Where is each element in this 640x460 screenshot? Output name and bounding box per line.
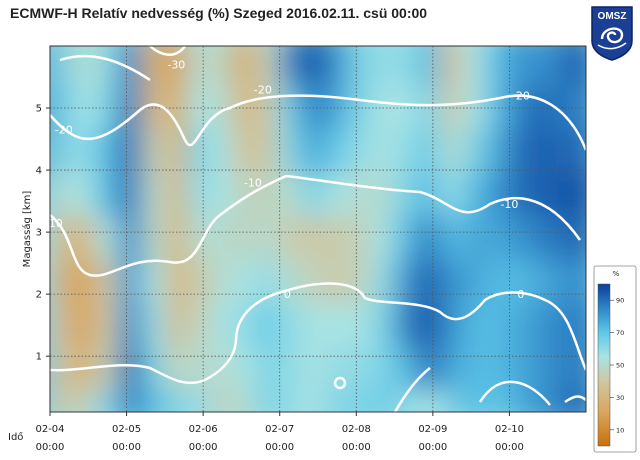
x-tick-label-date: 02-10 (495, 424, 524, 435)
axes: 02-04 00:00 02-05 00:00 02-06 00:00 02-07 00:00… (35, 104, 523, 453)
plot-area: -30 -20 -20 -20 -10 -10 -10 0 0 (45, 46, 586, 412)
x-axis-label: Idő (8, 431, 23, 443)
x-tick-label-date: 02-07 (265, 424, 294, 435)
plot-frame (49, 45, 587, 413)
colorbar-unit: % (613, 270, 620, 278)
y-tick-label: 3 (36, 228, 42, 239)
chart-title: ECMWF-H Relatív nedvesség (%) Szeged 201… (10, 5, 428, 21)
x-tick-label-time: 00:00 (495, 442, 524, 453)
x-tick-label-time: 00:00 (112, 442, 141, 453)
colorbar-tick-label: 70 (616, 329, 624, 337)
colorbar-tick-label: 30 (616, 394, 624, 402)
x-tick-label-time: 00:00 (418, 442, 447, 453)
isotherm-label: -30 (167, 59, 185, 72)
x-tick-label-time: 00:00 (342, 442, 371, 453)
isotherm-lines (50, 46, 586, 412)
colorbar-ticks: 10 30 50 70 90 (610, 297, 624, 434)
x-tick-label-date: 02-06 (189, 424, 218, 435)
x-tick-label-date: 02-05 (112, 424, 141, 435)
y-tick-label: 2 (36, 290, 42, 301)
isotherm-label: 0 (284, 288, 291, 301)
isotherm-label: -10 (244, 176, 262, 189)
isotherm-label: -20 (55, 124, 73, 137)
y-axis-label: Magasság [km] (21, 191, 33, 268)
isotherm-label: 0 (517, 288, 524, 301)
x-tick-label-time: 00:00 (265, 442, 294, 453)
logo-text: OMSZ (598, 11, 627, 22)
isotherm-label: -10 (45, 217, 63, 230)
x-tick-label-date: 02-09 (418, 424, 447, 435)
colorbar-gradient (597, 283, 611, 447)
isotherm-label: -20 (254, 83, 272, 96)
y-tick-label: 1 (36, 352, 42, 363)
omsz-logo: OMSZ (588, 5, 636, 61)
colorbar-tick-label: 10 (616, 426, 624, 434)
colorbar-tick-label: 90 (616, 297, 624, 305)
x-tick-label-date: 02-04 (35, 424, 64, 435)
colorbar-tick-label: 50 (616, 362, 624, 370)
isotherm-labels: -30 -20 -20 -20 -10 -10 -10 0 0 (45, 59, 530, 302)
isotherm-label: -20 (512, 90, 530, 103)
x-tick-label-date: 02-08 (342, 424, 371, 435)
colorbar: % 10 30 50 70 90 (593, 265, 637, 453)
y-tick-label: 4 (36, 166, 42, 177)
y-tick-label: 5 (36, 104, 42, 115)
humidity-cell (556, 46, 586, 86)
x-tick-label-time: 00:00 (36, 442, 65, 453)
grid-lines (50, 46, 586, 412)
x-tick-label-time: 00:00 (189, 442, 218, 453)
isotherm-label: -10 (500, 198, 518, 211)
